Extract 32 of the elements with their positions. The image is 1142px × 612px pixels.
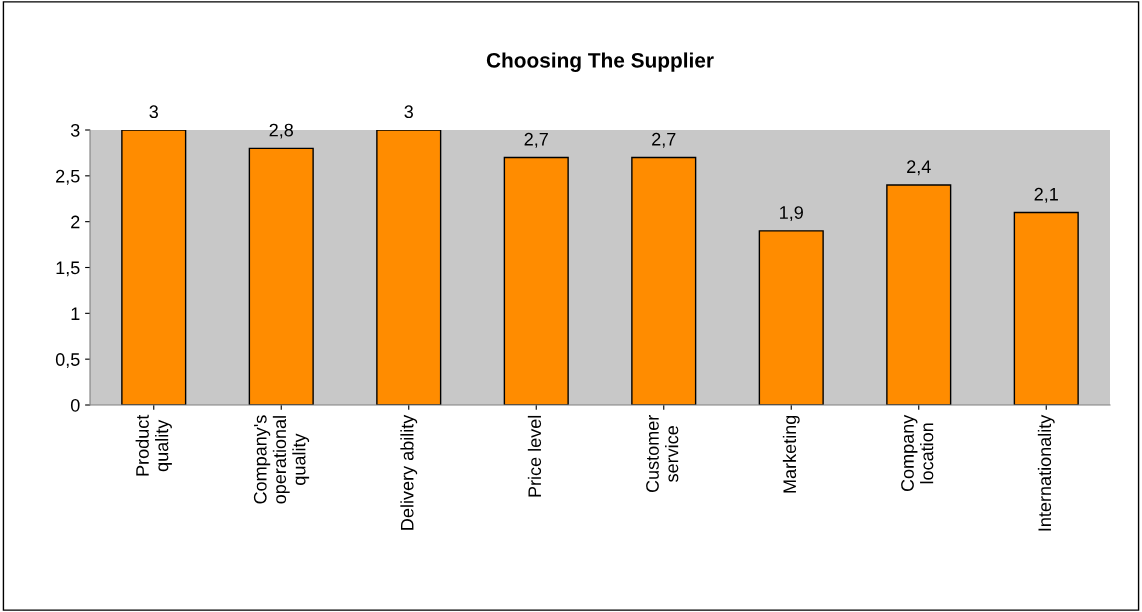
y-tick-label: 0 [70,398,80,412]
y-tick-label: 2,5 [56,169,80,185]
data-label: 2,7 [652,132,676,148]
y-tick-label: 1 [71,307,80,320]
x-tick-label: Delivery ability [400,414,418,530]
x-tick-label: Price level [527,415,542,497]
x-tick-label: Company's operational quality [253,415,310,504]
x-tick-label: Company location [901,414,934,492]
data-label: 2,1 [1034,187,1058,203]
x-tick-label: Customer service [646,415,679,493]
data-label: 2,7 [524,132,548,148]
x-tick-label: Marketing [782,415,800,493]
bar [503,156,569,405]
data-label: 2,8 [269,123,294,139]
bar [121,130,187,405]
bar [631,156,697,405]
data-label: 3 [404,105,413,119]
bar [376,130,442,405]
chart-title: Choosing The Supplier [486,52,714,72]
data-label: 3 [149,105,158,119]
y-tick-label: 1,5 [56,261,80,277]
x-tick-label: Internationality [1037,414,1055,531]
y-tick-label: 0,5 [55,353,80,369]
data-label: 1,9 [780,206,803,222]
x-tick-label: Product quality [135,414,172,476]
y-tick-label: 3 [70,123,80,137]
data-label: 2,4 [907,160,931,176]
bar [248,147,314,405]
bar [758,230,824,405]
bar [886,184,952,405]
bar [1013,211,1079,405]
y-tick-label: 2 [71,215,80,229]
